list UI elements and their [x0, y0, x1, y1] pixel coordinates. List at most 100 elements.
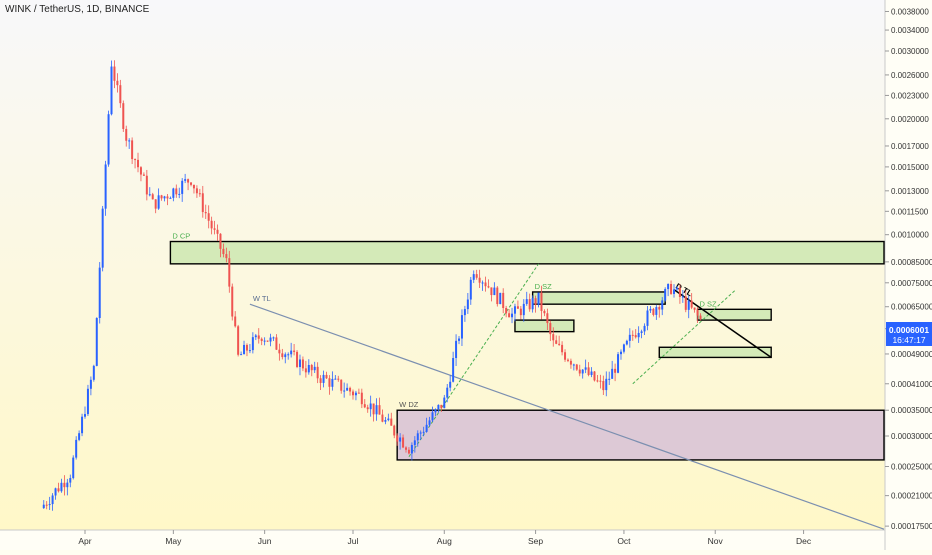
- candle-body: [245, 344, 248, 351]
- uptrend-line: [408, 263, 539, 458]
- candle-body: [260, 338, 263, 342]
- candle-body: [148, 194, 151, 196]
- candle-body: [640, 331, 643, 333]
- candle-body: [513, 306, 516, 314]
- x-tick-label: Apr: [78, 536, 91, 546]
- candle-body: [139, 167, 142, 175]
- candle-body: [531, 298, 534, 310]
- candle-body: [416, 433, 419, 441]
- time-axis[interactable]: Apr May Jun Jul Aug Sep Oct Nov Dec: [78, 530, 812, 546]
- candle-body: [125, 128, 128, 141]
- y-tick-label: 0.0034000: [891, 26, 929, 35]
- candle-body: [569, 360, 572, 365]
- candle-body: [116, 80, 119, 86]
- candle-body: [646, 310, 649, 326]
- candle-body: [198, 193, 201, 195]
- candle-body: [443, 397, 446, 409]
- candle-body: [466, 299, 469, 310]
- candle-body: [564, 352, 567, 360]
- candle-body: [104, 164, 107, 209]
- candle-body: [593, 371, 596, 381]
- candle-body: [587, 367, 590, 375]
- candle-body: [413, 440, 416, 445]
- candle-body: [369, 403, 372, 410]
- candle-body: [272, 337, 275, 339]
- candle-body: [98, 267, 101, 319]
- candle-body: [293, 350, 296, 352]
- candle-body: [281, 353, 284, 358]
- candle-body: [396, 435, 399, 442]
- candle-body: [157, 195, 160, 209]
- candle-body: [407, 449, 410, 454]
- candle-body: [154, 199, 157, 209]
- candle-body: [290, 350, 293, 355]
- candle-body: [113, 66, 116, 81]
- candle-body: [266, 340, 269, 342]
- candle-body: [599, 380, 602, 382]
- candle-body: [110, 66, 113, 115]
- candle-body: [101, 208, 104, 268]
- candle-body: [549, 323, 552, 335]
- candle-body: [684, 296, 687, 310]
- candle-body: [95, 318, 98, 366]
- candle-body: [614, 368, 617, 373]
- candle-body: [484, 282, 487, 287]
- y-tick-label: 0.0015000: [891, 163, 929, 172]
- candle-body: [428, 420, 431, 425]
- candle-body: [508, 313, 511, 318]
- candle-body: [546, 313, 549, 324]
- candle-body: [178, 193, 181, 195]
- candle-body: [681, 296, 684, 298]
- candle-body: [558, 343, 561, 345]
- candle-body: [472, 274, 475, 280]
- candle-body: [543, 310, 546, 314]
- candle-body: [213, 228, 216, 230]
- candle-body: [354, 392, 357, 396]
- candle-body: [619, 351, 622, 355]
- candle-body: [667, 283, 670, 290]
- candle-body: [72, 457, 75, 479]
- candle-body: [310, 364, 313, 371]
- zone-label: D SZ: [535, 282, 553, 291]
- candle-body: [360, 392, 363, 405]
- supply-zone: [658, 346, 772, 359]
- candle-body: [540, 292, 543, 311]
- candle-body: [625, 340, 628, 345]
- candle-body: [575, 364, 578, 370]
- candle-body: [449, 381, 452, 388]
- last-price-tag-box: [886, 322, 932, 346]
- y-tick-label: 0.00035000: [891, 406, 932, 415]
- candle-body: [201, 193, 204, 213]
- candle-body: [275, 337, 278, 350]
- zone-label: D SZ: [700, 299, 718, 308]
- demand-zone: [396, 409, 885, 461]
- candle-body: [384, 420, 387, 422]
- candle-body: [257, 335, 260, 339]
- candle-body: [511, 313, 514, 318]
- candle-body: [555, 340, 558, 344]
- candle-body: [51, 495, 54, 505]
- candle-body: [363, 404, 366, 408]
- candle-body: [596, 380, 599, 382]
- weekly-trendline: [249, 303, 885, 530]
- candle-body: [561, 344, 564, 353]
- last-price-tag: 0.0006001 16:47:17: [886, 322, 932, 346]
- candle-body: [254, 335, 257, 338]
- candle-body: [528, 299, 531, 310]
- trendline-label: W TL: [253, 294, 271, 303]
- candle-body: [437, 404, 440, 410]
- candle-body: [637, 332, 640, 338]
- candle-body: [48, 504, 51, 506]
- zones-layer: D CP W DZ D SZ D SZ: [169, 232, 885, 461]
- candle-body: [316, 366, 319, 379]
- candle-body: [137, 159, 140, 168]
- symbol-title: WINK / TetherUS, 1D, BINANCE: [5, 4, 150, 15]
- candle-body: [552, 334, 555, 341]
- candle-body: [649, 308, 652, 311]
- candle-body: [678, 287, 681, 298]
- price-axis[interactable]: 0.0038000 0.0034000 0.0030000 0.0026000 0.00…: [885, 7, 932, 555]
- candle-body: [478, 277, 481, 283]
- candle-body: [519, 308, 522, 316]
